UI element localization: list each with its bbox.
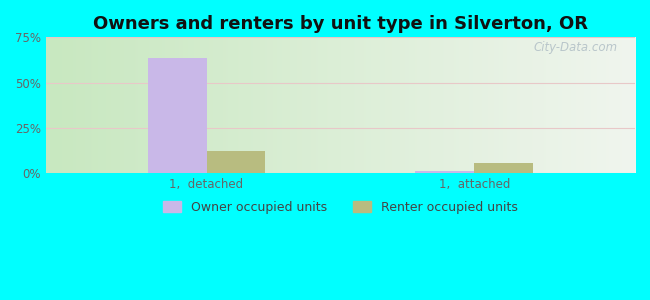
Bar (148, 58, 207, 173)
Text: City-Data.com: City-Data.com (533, 41, 618, 54)
Bar (474, 164, 533, 173)
Bar (207, 151, 265, 173)
Title: Owners and renters by unit type in Silverton, OR: Owners and renters by unit type in Silve… (93, 15, 588, 33)
Bar (415, 171, 474, 173)
Legend: Owner occupied units, Renter occupied units: Owner occupied units, Renter occupied un… (158, 196, 523, 219)
